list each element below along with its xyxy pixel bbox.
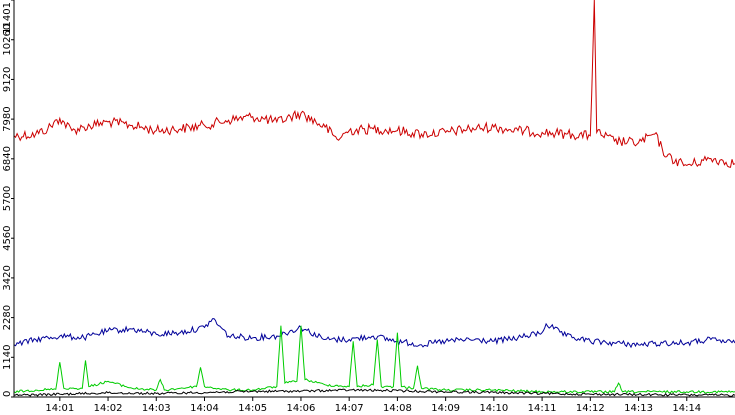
y-tick-label: 5700 — [2, 186, 13, 211]
x-tick-label: 14:12 — [576, 403, 605, 414]
x-tick-label: 14:01 — [45, 403, 74, 414]
y-tick-label: 10260 — [2, 24, 13, 56]
series-line-1 — [13, 0, 735, 168]
x-tick-label: 14:11 — [528, 403, 557, 414]
y-tick-label: 2280 — [2, 305, 13, 330]
x-tick-label: 14:08 — [383, 403, 412, 414]
series-line-2 — [13, 318, 735, 349]
x-tick-label: 14:07 — [335, 403, 364, 414]
series-line-4 — [13, 388, 735, 397]
y-tick-label: 0 — [2, 391, 13, 397]
x-tick-label: 14:02 — [94, 403, 123, 414]
x-tick-label: 14:13 — [624, 403, 653, 414]
x-tick-label: 14:10 — [479, 403, 508, 414]
x-tick-label: 14:04 — [190, 403, 219, 414]
series-line-3 — [13, 325, 735, 394]
y-tick-label: 6840 — [2, 146, 13, 171]
y-axis-ticks: 0 1140 2280 3420 4560 5700 6840 7980 9120 1026011… — [2, 0, 14, 398]
x-tick-label: 14:09 — [431, 403, 460, 414]
x-tick-label: 14:06 — [287, 403, 316, 414]
x-axis-ticks: 14:01 14:02 14:03 14:04 14:05 14:06 14:07 14:08… — [45, 397, 701, 414]
y-tick-label: 7980 — [2, 106, 13, 131]
x-tick-label: 14:14 — [672, 403, 701, 414]
y-tick-label: 3420 — [2, 265, 13, 290]
x-tick-label: 14:03 — [142, 403, 171, 414]
y-tick-label: 11401 — [2, 2, 13, 34]
x-tick-label: 14:05 — [238, 403, 267, 414]
y-tick-label: 4560 — [2, 225, 13, 250]
series-layer — [13, 0, 735, 397]
y-tick-label: 1140 — [2, 345, 13, 370]
y-tick-label: 9120 — [2, 67, 13, 92]
